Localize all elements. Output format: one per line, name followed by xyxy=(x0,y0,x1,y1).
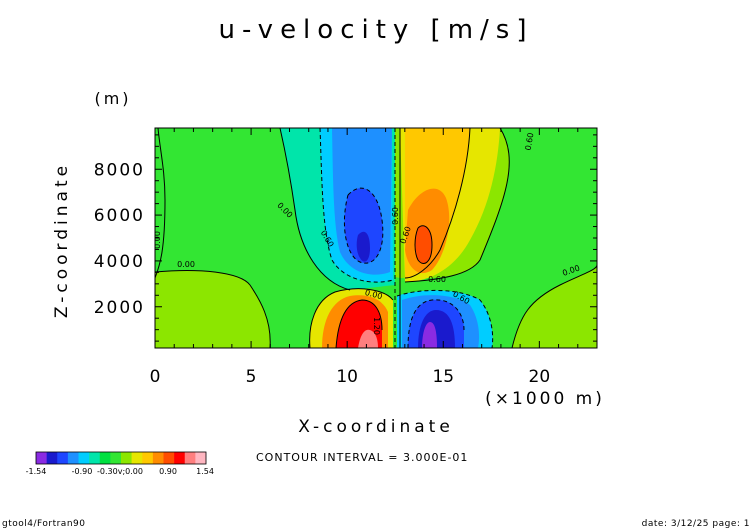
colorbar-swatch xyxy=(152,452,164,464)
x-tick-label: 10 xyxy=(336,367,358,387)
colorbar-swatch xyxy=(131,452,143,464)
contour-label: 0.60 xyxy=(391,207,400,225)
y-axis-label: Z-coordinate xyxy=(52,162,72,318)
x-tick-label: 15 xyxy=(432,367,454,387)
y-tick-label: 8000 xyxy=(94,160,145,180)
y-tick-label: 6000 xyxy=(94,206,145,226)
contour-label: 0.60 xyxy=(428,275,446,284)
colorbar-swatch xyxy=(46,452,58,464)
y-tick-label: 2000 xyxy=(94,298,145,318)
contour-label: 0.00 xyxy=(177,260,195,269)
colorbar-label-1: -0.90 xyxy=(72,467,93,476)
colorbar-swatch xyxy=(184,452,196,464)
contour-zero-topcenter xyxy=(279,128,351,291)
contour-solid-right xyxy=(404,128,471,279)
fill-orange-core-right xyxy=(415,225,432,264)
y-tick-label: 4000 xyxy=(94,252,145,272)
colorbar-swatch xyxy=(99,452,111,464)
footer-right: date: 3/12/25 page: 1 xyxy=(642,519,750,529)
colorbar-swatch xyxy=(67,452,79,464)
x-tick-label: 20 xyxy=(529,367,551,387)
footer-left: gtool4/Fortran90 xyxy=(2,519,85,529)
contour-zero-right xyxy=(511,264,597,348)
colorbar-frame xyxy=(35,451,207,465)
contour-label: 0.00 xyxy=(153,231,162,249)
colorbar-label-2: 0.90 xyxy=(159,467,177,476)
contour-solid-bottomleft-inner xyxy=(335,299,383,348)
fill-light-green-left xyxy=(155,270,271,348)
colorbar-swatch xyxy=(78,452,90,464)
x-tick-label: 0 xyxy=(150,367,161,387)
colorbar-swatch xyxy=(110,452,122,464)
fill-violet-bottomright xyxy=(422,322,437,348)
contour-label: 0.00 xyxy=(364,288,384,301)
x-axis-label: X-coordinate xyxy=(298,417,454,437)
contour-label: 1.20 xyxy=(372,317,381,335)
colorbar-swatch xyxy=(174,452,186,464)
colorbar-overlap-text: -0.30v;0.00 xyxy=(97,467,143,476)
contour-zero-topleft xyxy=(155,128,166,279)
contour-dashed-bottomright xyxy=(396,289,494,348)
contour-solid-bottomleft xyxy=(309,288,394,348)
contour-dashed-left-inner xyxy=(343,187,384,264)
x-unit-label: (×1000 m) xyxy=(485,389,605,409)
contour-zero-topright xyxy=(404,128,510,283)
colorbar-swatch xyxy=(195,452,207,464)
colorbar-swatch xyxy=(89,452,101,464)
fill-blue-core-left xyxy=(344,188,383,264)
contour-dashed-left xyxy=(319,128,394,283)
x-tick-label: 5 xyxy=(246,367,257,387)
contour-label: 0.60 xyxy=(524,132,536,151)
contour-zero-left xyxy=(155,270,271,348)
colorbar-label-0: -1.54 xyxy=(26,467,47,476)
colorbar xyxy=(35,451,207,465)
colorbar-swatch xyxy=(142,452,154,464)
colorbar-swatch xyxy=(57,452,69,464)
colorbar-swatch xyxy=(163,452,175,464)
y-unit-label: (m) xyxy=(94,89,131,108)
fill-light-green-right xyxy=(512,265,597,348)
fill-darkblue-core-left xyxy=(356,231,370,262)
colorbar-swatch xyxy=(36,452,47,464)
plot-area: 0.000.000.000.000.600.600.600.600.601.20… xyxy=(153,128,597,348)
contour-interval-text: CONTOUR INTERVAL = 3.000E-01 xyxy=(256,451,468,464)
fill-pink-bottomleft xyxy=(358,329,378,348)
chart-title: u-velocity [m/s] xyxy=(219,15,534,45)
contour-dashed-bottomright-inner xyxy=(407,299,465,348)
contour-solid-right-inner xyxy=(414,225,433,264)
colorbar-swatch xyxy=(121,452,132,464)
colorbar-label-3: 1.54 xyxy=(196,467,214,476)
